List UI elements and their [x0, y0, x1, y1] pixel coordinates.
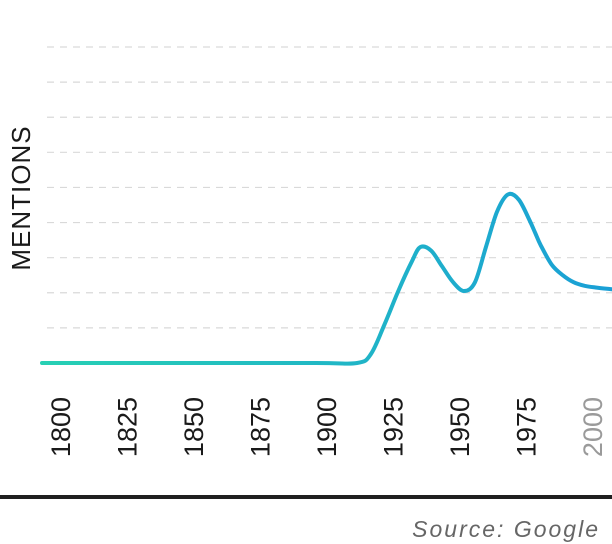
series-line: [40, 191, 612, 366]
x-tick-label: 1925: [379, 397, 409, 457]
x-tick-label: 1950: [445, 397, 475, 457]
x-tick-label: 2000: [578, 397, 608, 457]
x-tick-label: 1800: [46, 397, 76, 457]
x-tick-label: 1850: [179, 397, 209, 457]
gridlines: [47, 46, 612, 329]
x-axis-ticks: 1800 1825 1850 1875 1900 1925 1950 1975 2000: [46, 397, 608, 457]
x-tick-label: 1825: [113, 397, 143, 457]
x-tick-label: 1875: [246, 397, 276, 457]
x-tick-label: 1900: [312, 397, 342, 457]
x-tick-label: 1975: [512, 397, 542, 457]
y-axis-label: MENTIONS: [6, 125, 36, 270]
source-credit: Source: Google: [412, 516, 600, 542]
